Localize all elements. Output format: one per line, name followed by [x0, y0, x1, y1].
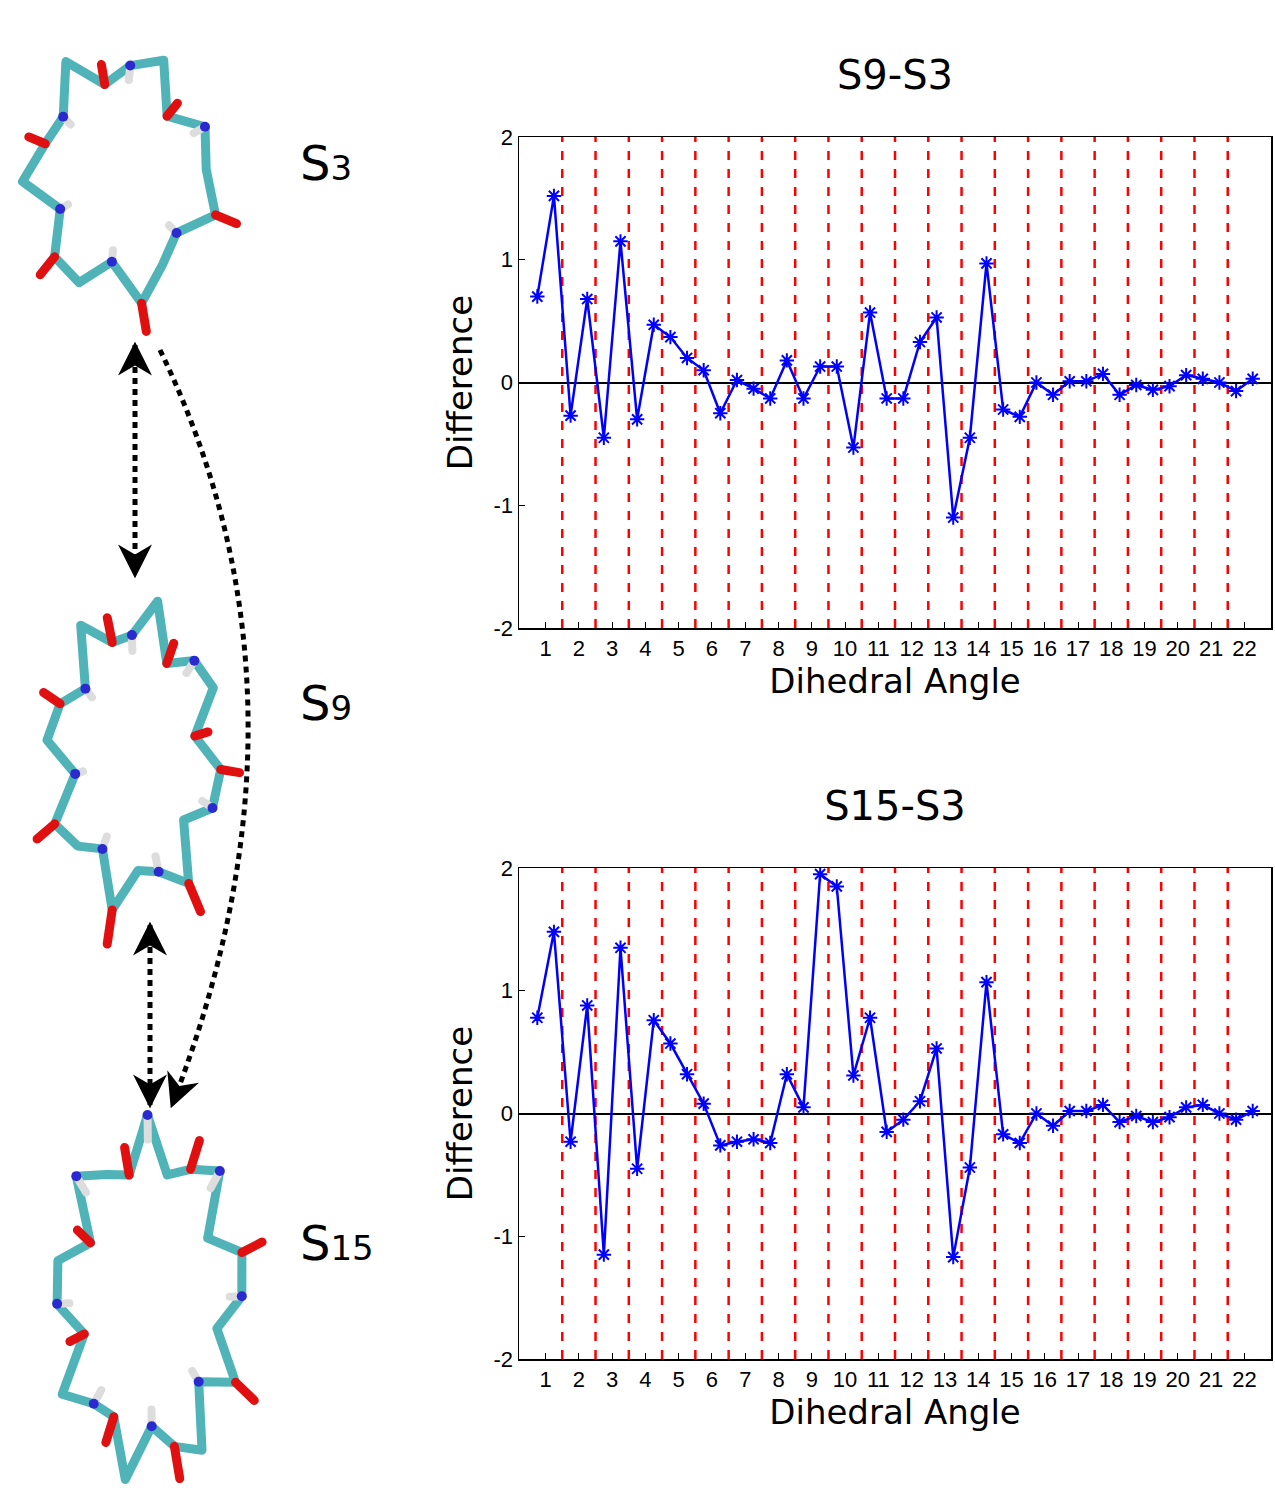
svg-text:8: 8: [772, 636, 784, 661]
svg-text:21: 21: [1199, 1367, 1223, 1392]
svg-text:9: 9: [806, 1367, 818, 1392]
svg-text:5: 5: [673, 1367, 685, 1392]
svg-text:4: 4: [639, 1367, 651, 1392]
svg-text:21: 21: [1199, 636, 1223, 661]
svg-text:-1: -1: [494, 1224, 514, 1249]
svg-text:1: 1: [539, 636, 551, 661]
svg-text:19: 19: [1132, 636, 1156, 661]
svg-text:10: 10: [833, 1367, 857, 1392]
svg-text:2: 2: [501, 125, 513, 150]
svg-text:12: 12: [899, 1367, 923, 1392]
svg-text:20: 20: [1166, 1367, 1190, 1392]
svg-text:6: 6: [706, 1367, 718, 1392]
svg-text:S15-S3: S15-S3: [824, 783, 966, 829]
svg-text:15: 15: [999, 636, 1023, 661]
svg-text:8: 8: [772, 1367, 784, 1392]
svg-text:18: 18: [1099, 636, 1123, 661]
svg-text:-2: -2: [494, 616, 514, 641]
svg-text:S9-S3: S9-S3: [837, 52, 953, 98]
svg-text:14: 14: [966, 1367, 990, 1392]
svg-text:18: 18: [1099, 1367, 1123, 1392]
svg-text:S15: S15: [300, 1215, 374, 1271]
svg-text:-1: -1: [494, 493, 514, 518]
svg-text:11: 11: [867, 1367, 890, 1392]
svg-text:13: 13: [933, 1367, 957, 1392]
svg-text:13: 13: [933, 636, 957, 661]
svg-text:0: 0: [501, 1101, 513, 1126]
svg-text:1: 1: [501, 247, 513, 272]
svg-text:Dihedral Angle: Dihedral Angle: [769, 661, 1021, 701]
svg-text:9: 9: [806, 636, 818, 661]
svg-text:16: 16: [1032, 636, 1056, 661]
svg-text:22: 22: [1232, 636, 1256, 661]
svg-text:5: 5: [673, 636, 685, 661]
svg-text:17: 17: [1066, 1367, 1090, 1392]
svg-text:12: 12: [899, 636, 923, 661]
svg-text:7: 7: [739, 1367, 751, 1392]
svg-text:6: 6: [706, 636, 718, 661]
svg-text:14: 14: [966, 636, 990, 661]
svg-text:22: 22: [1232, 1367, 1256, 1392]
svg-text:11: 11: [867, 636, 890, 661]
svg-text:4: 4: [639, 636, 651, 661]
svg-text:Difference: Difference: [440, 295, 480, 470]
svg-text:1: 1: [501, 978, 513, 1003]
svg-text:15: 15: [999, 1367, 1023, 1392]
svg-text:Dihedral Angle: Dihedral Angle: [769, 1392, 1021, 1432]
svg-text:3: 3: [606, 1367, 618, 1392]
svg-text:7: 7: [739, 636, 751, 661]
svg-text:19: 19: [1132, 1367, 1156, 1392]
svg-text:Difference: Difference: [440, 1026, 480, 1201]
svg-text:20: 20: [1166, 636, 1190, 661]
svg-text:10: 10: [833, 636, 857, 661]
svg-text:17: 17: [1066, 636, 1090, 661]
svg-text:16: 16: [1032, 1367, 1056, 1392]
svg-text:2: 2: [573, 636, 585, 661]
svg-text:-2: -2: [494, 1347, 514, 1372]
svg-text:2: 2: [501, 856, 513, 881]
svg-text:2: 2: [573, 1367, 585, 1392]
svg-text:3: 3: [606, 636, 618, 661]
svg-text:1: 1: [539, 1367, 551, 1392]
svg-text:S3: S3: [300, 135, 352, 191]
svg-text:0: 0: [501, 370, 513, 395]
svg-text:S9: S9: [300, 675, 352, 731]
